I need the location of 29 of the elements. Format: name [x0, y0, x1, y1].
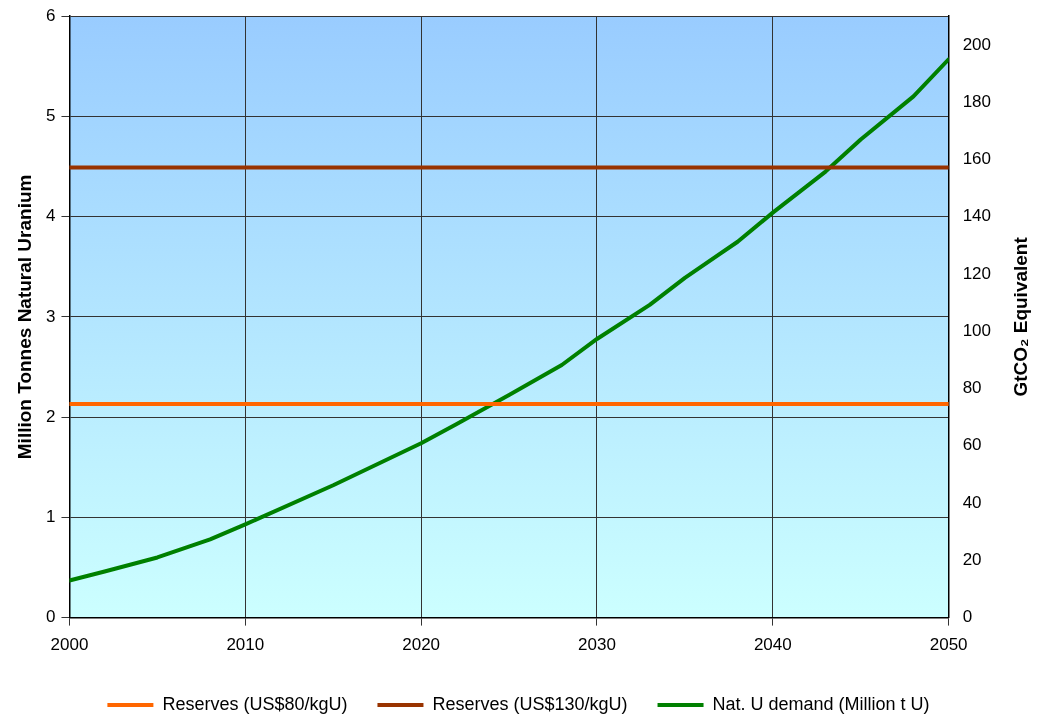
- y-tick-label: 1: [45, 507, 56, 527]
- y2-tick-label: 140: [962, 206, 992, 226]
- y2-axis-title: GtCO₂ Equivalent: [1010, 236, 1032, 397]
- x-tick-label: 2010: [226, 635, 265, 655]
- legend-label: Nat. U demand (Million t U): [712, 693, 930, 714]
- x-tick-label: 2030: [578, 635, 616, 655]
- y2-tick-label: 40: [962, 492, 982, 512]
- y2-tick-label: 200: [962, 34, 992, 54]
- y2-tick-label: 100: [962, 320, 992, 340]
- y2-tick-label: 20: [962, 550, 982, 570]
- y-tick-label: 3: [45, 306, 56, 326]
- y-tick-label: 4: [45, 206, 56, 226]
- x-tick-label: 2000: [50, 635, 89, 655]
- y2-tick-label: 80: [962, 378, 982, 398]
- y-tick-label: 0: [45, 607, 56, 627]
- y2-tick-label: 60: [962, 435, 982, 455]
- y2-tick-label: 120: [962, 263, 992, 283]
- legend-label: Reserves (US$80/kgU): [162, 693, 348, 714]
- y2-tick-label: 160: [962, 149, 992, 169]
- y-tick-label: 2: [45, 406, 56, 426]
- y2-tick-label: 0: [962, 607, 973, 627]
- legend-label: Reserves (US$130/kgU): [432, 693, 628, 714]
- y-axis-title: Million Tonnes Natural Uranium: [14, 174, 36, 460]
- y2-tick-label: 180: [962, 91, 992, 111]
- x-tick-label: 2020: [402, 635, 441, 655]
- y-tick-label: 6: [45, 5, 56, 25]
- y-tick-label: 5: [45, 106, 56, 126]
- x-tick-label: 2050: [929, 635, 968, 655]
- x-tick-label: 2040: [753, 635, 792, 655]
